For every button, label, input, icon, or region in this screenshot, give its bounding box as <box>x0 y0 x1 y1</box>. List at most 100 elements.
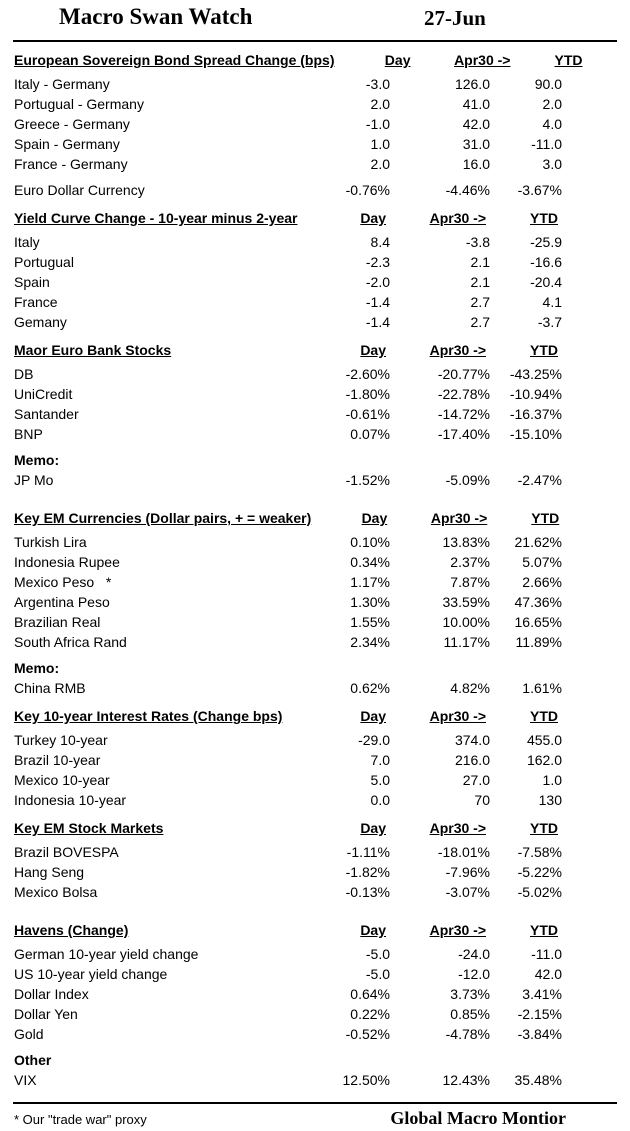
row-label: Mexico Peso * <box>14 574 112 590</box>
row-value-apr30: 33.59% <box>442 594 490 610</box>
row-value-day: -1.80% <box>345 386 390 402</box>
row-label: Gemany <box>14 314 67 330</box>
column-header-day: Day <box>384 52 411 68</box>
row-label: US 10-year yield change <box>14 966 168 982</box>
row-label: Italy - Germany <box>14 76 110 92</box>
table-row: Other <box>0 1050 630 1070</box>
row-value-apr30: 10.00% <box>442 614 490 630</box>
row-label: German 10-year yield change <box>14 946 199 962</box>
row-value-apr30 <box>390 658 490 678</box>
row-value-day: -2.3 <box>365 254 390 270</box>
row-value-apr30: 2.1 <box>470 254 490 270</box>
section-header: European Sovereign Bond Spread Change (b… <box>0 50 630 71</box>
row-value-day: -3.0 <box>365 76 390 92</box>
table-row: South Africa Rand 2.34% 11.17% 11.89% <box>0 632 630 652</box>
row-value-day: 5.0 <box>370 772 390 788</box>
row-value-ytd: -5.02% <box>517 884 562 900</box>
row-value-day: 0.0 <box>370 792 390 808</box>
row-label: Memo: <box>14 660 60 676</box>
row-value-ytd: -11.0 <box>531 946 562 962</box>
table-row: German 10-year yield change -5.0 -24.0 -11.… <box>0 944 630 964</box>
row-label: Turkey 10-year <box>14 732 108 748</box>
footnote: * Our "trade war" proxy <box>14 1112 147 1127</box>
row-value-day: 0.10% <box>350 534 390 550</box>
row-value-apr30: 2.7 <box>470 294 490 310</box>
column-header-apr30: Apr30 -> <box>430 510 488 526</box>
row-value-day: -0.76% <box>345 182 390 198</box>
row-label: VIX <box>14 1072 37 1088</box>
column-header-day: Day <box>360 210 386 226</box>
row-value-apr30: 4.82% <box>450 680 490 696</box>
row-label: Brazil 10-year <box>14 752 101 768</box>
row-value-day: -5.0 <box>365 966 390 982</box>
row-label: Portugual - Germany <box>14 96 144 112</box>
row-value-ytd: 21.62% <box>514 534 562 550</box>
row-value-ytd: 130 <box>538 792 562 808</box>
row-label: DB <box>14 366 34 382</box>
table-row: Spain -2.0 2.1 -20.4 <box>0 272 630 292</box>
row-value-ytd: 3.0 <box>542 156 562 172</box>
row-value-apr30: 126.0 <box>454 76 490 92</box>
section-title: Key EM Currencies (Dollar pairs, + = wea… <box>14 510 312 526</box>
row-label: Brazil BOVESPA <box>14 844 119 860</box>
table-row: China RMB 0.62% 4.82% 1.61% <box>0 678 630 698</box>
row-value-ytd <box>490 450 562 470</box>
row-label: Mexico Bolsa <box>14 884 98 900</box>
row-value-apr30: -24.0 <box>458 946 490 962</box>
row-value-apr30: -5.09% <box>445 472 490 488</box>
row-label: Greece - Germany <box>14 116 130 132</box>
row-value-ytd: 90.0 <box>534 76 562 92</box>
row-value-day: 7.0 <box>370 752 390 768</box>
row-label: Spain <box>14 274 50 290</box>
row-value-day: -1.0 <box>365 116 390 132</box>
row-label: Mexico 10-year <box>14 772 110 788</box>
table-row: Turkish Lira 0.10% 13.83% 21.62% <box>0 532 630 552</box>
section-title: European Sovereign Bond Spread Change (b… <box>14 52 335 68</box>
table-row: Dollar Yen 0.22% 0.85% -2.15% <box>0 1004 630 1024</box>
column-header-ytd: YTD <box>530 708 558 724</box>
table-row: Brazilian Real 1.55% 10.00% 16.65% <box>0 612 630 632</box>
table-row: Portugual -2.3 2.1 -16.6 <box>0 252 630 272</box>
row-value-day: -2.60% <box>345 366 390 382</box>
row-value-day: -1.82% <box>345 864 390 880</box>
row-value-day: -29.0 <box>358 732 390 748</box>
row-value-day: -1.4 <box>365 314 390 330</box>
row-value-ytd: -2.47% <box>517 472 562 488</box>
row-value-apr30 <box>390 1050 490 1070</box>
table-row: Brazil 10-year 7.0 216.0 162.0 <box>0 750 630 770</box>
row-value-ytd: 4.1 <box>542 294 562 310</box>
row-label: Euro Dollar Currency <box>14 182 145 198</box>
row-value-apr30: 0.85% <box>450 1006 490 1022</box>
row-label: Memo: <box>14 452 60 468</box>
row-value-apr30: 7.87% <box>450 574 490 590</box>
row-value-ytd <box>490 658 562 678</box>
row-value-day: -1.4 <box>365 294 390 310</box>
row-value-day: 8.4 <box>370 234 390 250</box>
row-value-ytd: 42.0 <box>534 966 562 982</box>
table-row: Gemany -1.4 2.7 -3.7 <box>0 312 630 332</box>
table-row: Portugual - Germany 2.0 41.0 2.0 <box>0 94 630 114</box>
row-label: Argentina Peso <box>14 594 110 610</box>
row-value-ytd: 16.65% <box>514 614 562 630</box>
row-label: Gold <box>14 1026 44 1042</box>
row-value-ytd: 5.07% <box>522 554 562 570</box>
row-label: China RMB <box>14 680 86 696</box>
row-value-apr30: -22.78% <box>437 386 490 402</box>
row-value-ytd: -5.22% <box>517 864 562 880</box>
row-value-ytd: 162.0 <box>526 752 562 768</box>
row-value-day <box>310 450 390 470</box>
row-value-ytd: -15.10% <box>509 426 562 442</box>
row-value-ytd: -43.25% <box>509 366 562 382</box>
row-value-ytd: 3.41% <box>522 986 562 1002</box>
column-header-apr30: Apr30 -> <box>429 820 486 836</box>
row-value-day: -2.0 <box>365 274 390 290</box>
top-rule <box>13 40 617 42</box>
table-row: Mexico Bolsa -0.13% -3.07% -5.02% <box>0 882 630 902</box>
section-header: Havens (Change) Day Apr30 -> YTD <box>0 920 630 941</box>
column-header-day: Day <box>361 510 388 526</box>
row-value-apr30 <box>390 450 490 470</box>
row-value-ytd: 47.36% <box>514 594 562 610</box>
table-row: Mexico 10-year 5.0 27.0 1.0 <box>0 770 630 790</box>
table-row: Italy - Germany -3.0 126.0 90.0 <box>0 74 630 94</box>
